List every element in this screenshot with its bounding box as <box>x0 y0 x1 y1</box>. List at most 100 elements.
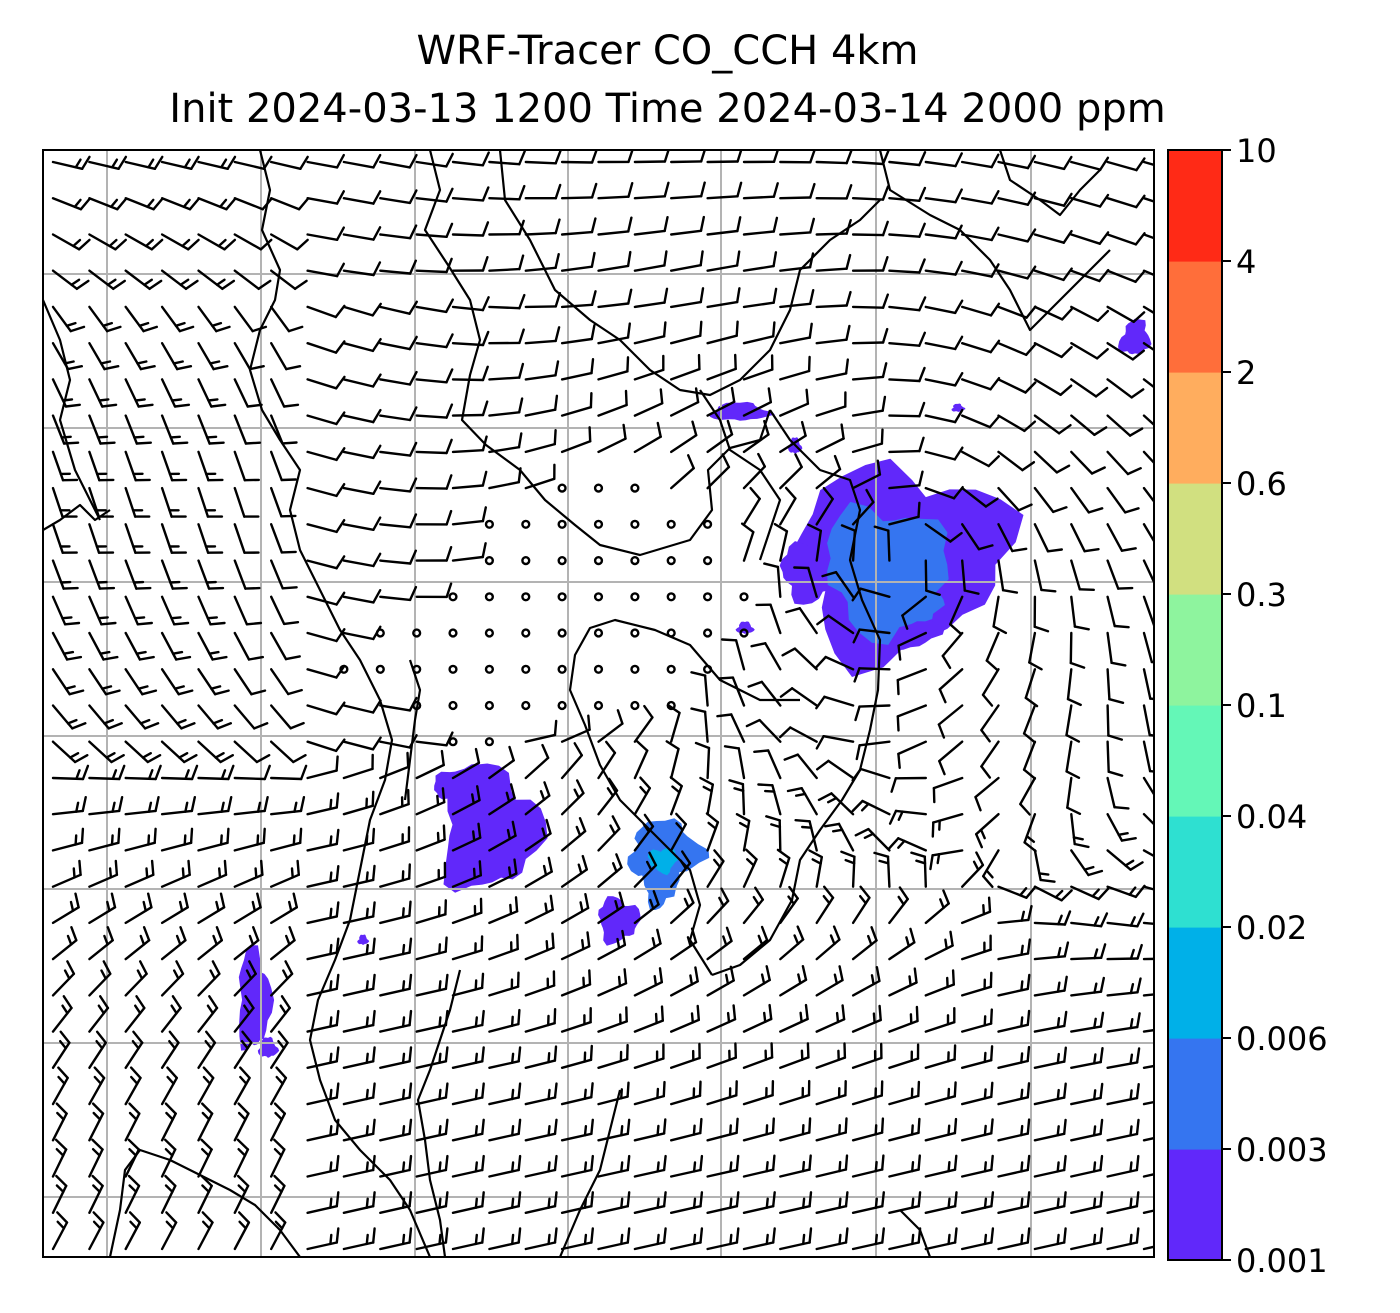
wind-barb <box>379 224 418 240</box>
calm-wind-marker <box>521 628 531 638</box>
wind-barb <box>1065 704 1081 743</box>
wind-barb <box>779 252 815 272</box>
wind-barb <box>415 749 445 780</box>
wind-barb <box>1142 1028 1154 1033</box>
wind-barb <box>982 849 1000 888</box>
wind-barb <box>1106 595 1130 629</box>
wind-barb <box>706 1004 737 1033</box>
wind-barb <box>776 848 791 888</box>
wind-barb <box>342 1082 376 1106</box>
wind-barb <box>1070 1227 1104 1251</box>
wind-barb <box>779 388 810 417</box>
wind-barb <box>706 250 741 272</box>
wind-barb <box>888 809 927 825</box>
wind-barb <box>270 827 303 852</box>
wind-barb <box>1066 776 1082 815</box>
wind-barb <box>124 796 160 816</box>
wind-barb <box>597 250 632 272</box>
wind-barb <box>88 764 126 781</box>
wind-barb <box>1070 486 1104 514</box>
wind-barb <box>1106 1227 1140 1251</box>
tracer-dot-southwest <box>357 934 370 945</box>
wind-barb <box>1142 559 1154 585</box>
colorbar-tick-label: 2 <box>1236 354 1256 392</box>
wind-barb <box>524 1191 558 1215</box>
wind-barb <box>524 1154 558 1178</box>
wind-barb <box>897 740 927 769</box>
wind-barb <box>633 704 654 743</box>
wind-barb <box>379 513 418 529</box>
wind-barb <box>124 859 155 888</box>
wind-barb <box>451 935 484 961</box>
wind-barb <box>160 196 201 211</box>
wind-barb <box>160 486 187 518</box>
wind-barb <box>342 973 376 997</box>
wind-barb <box>379 937 413 961</box>
wind-barb <box>851 1154 885 1178</box>
wind-barb <box>451 1046 485 1070</box>
wind-barb <box>451 860 482 888</box>
wind-barb <box>997 450 1036 472</box>
calm-wind-marker <box>593 664 604 674</box>
wind-barb <box>742 1227 776 1251</box>
wind-barb <box>379 1082 413 1106</box>
wind-barb <box>851 488 875 526</box>
wind-barb <box>451 897 483 925</box>
wind-barb <box>270 859 300 888</box>
wind-barb <box>896 704 927 732</box>
wind-barb <box>160 342 193 371</box>
wind-barb <box>961 1081 994 1106</box>
wind-barb <box>415 1154 449 1178</box>
wind-barb <box>931 813 964 838</box>
wind-barb <box>270 486 297 518</box>
wind-barb <box>1070 943 1107 961</box>
wind-barb <box>88 892 117 925</box>
wind-barb <box>840 524 857 562</box>
wind-barb <box>306 226 345 242</box>
wind-barb <box>815 290 852 309</box>
wind-barb <box>233 1030 253 1070</box>
wind-barb <box>160 269 199 290</box>
wind-barb <box>270 1174 286 1215</box>
wind-barb <box>197 859 228 888</box>
calm-wind-marker <box>666 664 676 674</box>
wind-barb <box>961 226 1000 242</box>
wind-barb <box>1070 523 1100 553</box>
wind-barb <box>306 792 340 816</box>
colorbar-segment-0 <box>1168 1149 1222 1261</box>
wind-barb <box>379 973 413 997</box>
wind-barb <box>742 925 769 961</box>
wind-barb <box>88 305 122 333</box>
wind-barb <box>1142 631 1154 664</box>
wind-barb <box>633 1154 667 1178</box>
wind-barb <box>779 1191 813 1215</box>
wind-barb <box>160 960 185 997</box>
wind-barb <box>997 973 1031 997</box>
coastline-segment-10 <box>558 1089 622 1257</box>
wind-barb <box>670 1154 704 1178</box>
wind-barb <box>873 525 891 562</box>
wind-barb <box>1142 921 1154 926</box>
wind-barb <box>938 740 964 776</box>
wind-barb <box>888 150 927 167</box>
wind-barb <box>997 905 1033 925</box>
wind-barb <box>451 186 490 202</box>
wind-barb <box>633 1080 666 1106</box>
wind-barb <box>524 150 562 165</box>
colorbar-segment-3 <box>1168 816 1222 928</box>
wind-barb <box>451 822 482 852</box>
wind-barb <box>379 406 418 422</box>
wind-barb <box>233 378 263 408</box>
wind-barb <box>961 486 999 508</box>
wind-barb <box>197 342 229 371</box>
wind-barb <box>379 751 410 780</box>
wind-barb <box>560 931 591 961</box>
wind-barb <box>1033 849 1056 883</box>
wind-barb <box>1069 631 1086 669</box>
wind-barb <box>633 928 662 961</box>
wind-barb <box>488 1118 522 1142</box>
wind-barb <box>197 960 221 997</box>
wind-barb <box>670 850 692 888</box>
calm-wind-marker <box>557 700 567 711</box>
wind-barb <box>306 483 346 498</box>
